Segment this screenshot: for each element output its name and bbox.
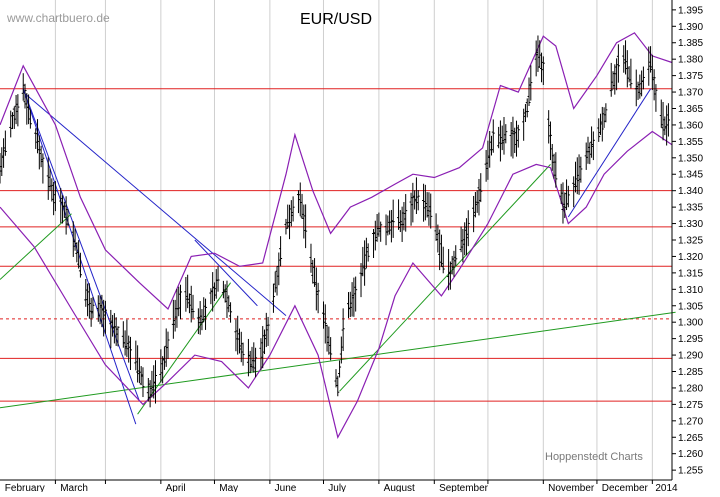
trendline-green bbox=[137, 282, 232, 415]
y-tick-label: 1.390 bbox=[678, 22, 703, 33]
x-tick-label: September bbox=[439, 483, 489, 492]
trendline-green bbox=[0, 311, 676, 409]
y-tick-label: 1.255 bbox=[678, 466, 703, 477]
y-tick-label: 1.395 bbox=[678, 5, 703, 16]
x-tick-label: November bbox=[548, 483, 595, 492]
trendline-blue bbox=[22, 91, 287, 316]
y-tick-label: 1.295 bbox=[678, 334, 703, 345]
y-tick-label: 1.280 bbox=[678, 383, 703, 394]
x-tick-label: July bbox=[328, 483, 346, 492]
x-tick-label: June bbox=[275, 483, 297, 492]
y-tick-label: 1.305 bbox=[678, 301, 703, 312]
site-watermark: www.chartbuero.de bbox=[7, 11, 110, 25]
upper-band bbox=[0, 32, 673, 311]
y-tick-label: 1.355 bbox=[678, 137, 703, 148]
y-tick-label: 1.360 bbox=[678, 120, 703, 131]
y-tick-label: 1.380 bbox=[678, 55, 703, 66]
x-tick-label: March bbox=[60, 483, 88, 492]
y-tick-label: 1.350 bbox=[678, 153, 703, 164]
trendline-blue bbox=[567, 88, 652, 218]
trendline-blue bbox=[22, 88, 137, 425]
y-tick-label: 1.365 bbox=[678, 104, 703, 115]
y-tick-label: 1.260 bbox=[678, 449, 703, 460]
y-tick-label: 1.270 bbox=[678, 416, 703, 427]
y-tick-label: 1.310 bbox=[678, 285, 703, 296]
x-tick-label: 2014 bbox=[655, 483, 678, 492]
y-tick-label: 1.385 bbox=[678, 38, 703, 49]
trendline-blue bbox=[194, 239, 258, 307]
y-tick-label: 1.325 bbox=[678, 236, 703, 247]
chart-title: EUR/USD bbox=[300, 11, 373, 28]
y-tick-label: 1.370 bbox=[678, 88, 703, 99]
y-tick-label: 1.345 bbox=[678, 170, 703, 181]
y-tick-label: 1.285 bbox=[678, 367, 703, 378]
y-tick-label: 1.265 bbox=[678, 433, 703, 444]
y-tick-label: 1.340 bbox=[678, 186, 703, 197]
x-tick-label: April bbox=[166, 483, 186, 492]
x-tick-label: February bbox=[5, 483, 45, 492]
y-tick-label: 1.275 bbox=[678, 400, 703, 411]
x-tick-label: August bbox=[384, 483, 415, 492]
y-tick-label: 1.320 bbox=[678, 252, 703, 263]
chart-credit: Hoppenstedt Charts bbox=[545, 451, 643, 463]
y-tick-label: 1.290 bbox=[678, 351, 703, 362]
trendline-blue bbox=[22, 88, 140, 402]
y-tick-label: 1.300 bbox=[678, 318, 703, 329]
trendline-green bbox=[339, 164, 551, 392]
y-tick-label: 1.335 bbox=[678, 203, 703, 214]
y-tick-label: 1.315 bbox=[678, 268, 703, 279]
x-tick-label: May bbox=[219, 483, 238, 492]
y-tick-label: 1.330 bbox=[678, 219, 703, 230]
x-tick-label: December bbox=[602, 483, 649, 492]
trendline-green bbox=[0, 213, 72, 280]
y-tick-label: 1.375 bbox=[678, 71, 703, 82]
lower-band bbox=[0, 130, 673, 439]
